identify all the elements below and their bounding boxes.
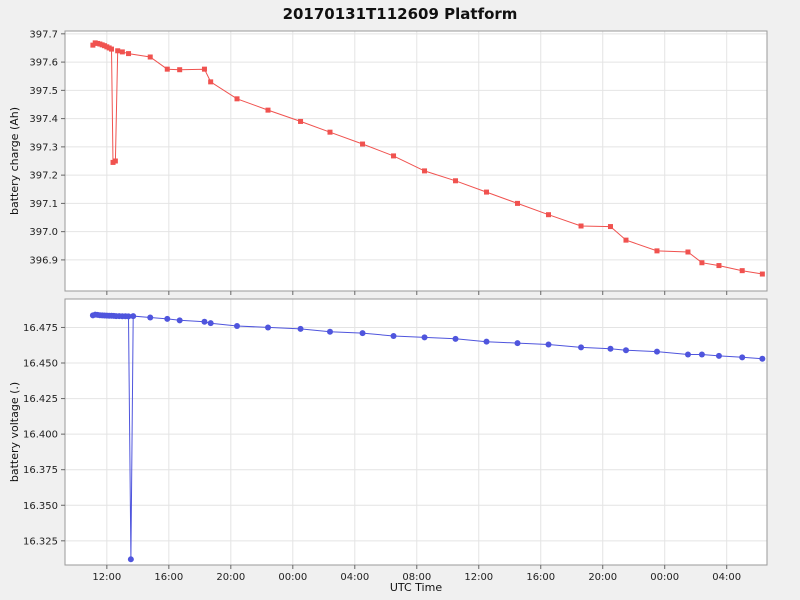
data-point: [654, 248, 660, 254]
data-point: [484, 189, 490, 195]
y-tick-label: 16.475: [23, 323, 58, 334]
data-point: [119, 49, 125, 55]
data-point: [653, 348, 660, 355]
y-tick-label: 397.7: [29, 29, 58, 40]
x-tick-label: 08:00: [402, 572, 431, 583]
plot-border: [64, 30, 768, 292]
data-point: [360, 141, 366, 147]
y-tick-label: 397.5: [29, 86, 58, 97]
data-point: [715, 352, 722, 359]
x-tick-label: 12:00: [464, 572, 493, 583]
data-point: [125, 313, 132, 320]
data-point: [359, 330, 366, 337]
data-point: [699, 260, 705, 266]
data-point: [234, 96, 240, 102]
data-point: [391, 153, 397, 159]
data-point: [515, 200, 521, 206]
y-tick-label: 397.0: [29, 227, 58, 238]
y-tick-label: 396.9: [29, 255, 58, 266]
data-point: [130, 313, 137, 320]
data-point: [759, 271, 765, 277]
y-axis-label-battery-voltage: battery voltage (.): [8, 382, 21, 482]
data-point: [112, 158, 118, 164]
data-point: [739, 268, 745, 274]
data-point: [622, 347, 629, 354]
x-tick-label: 00:00: [278, 572, 307, 583]
plot-area: [65, 299, 767, 565]
data-point: [265, 107, 271, 113]
chart-canvas: 396.9 397.0 397.1 397.2 397.3 397.4 397.5 397.6…: [8, 29, 768, 594]
data-point: [208, 79, 214, 85]
data-point: [578, 223, 584, 229]
data-point: [545, 341, 552, 348]
data-point: [452, 335, 459, 342]
data-point: [421, 334, 428, 341]
data-point: [164, 66, 170, 72]
x-tick-label: 16:00: [526, 572, 555, 583]
data-point: [207, 320, 214, 327]
data-point: [108, 46, 114, 52]
data-point: [453, 178, 459, 184]
data-point: [177, 67, 183, 73]
chart-title: 20170131T112609 Platform: [282, 5, 518, 23]
data-point: [684, 351, 691, 358]
data-point: [483, 338, 490, 345]
y-axis-label-battery-charge: battery charge (Ah): [8, 107, 21, 215]
x-tick-label: 00:00: [650, 572, 679, 583]
data-point: [201, 66, 207, 72]
data-point: [739, 354, 746, 361]
y-tick-label: 16.375: [23, 465, 58, 476]
data-point: [115, 48, 121, 54]
data-point: [545, 212, 551, 218]
battery-voltage-panel: 16.325 16.350 16.375 16.400 16.425 16.450 16.4…: [23, 298, 768, 583]
battery-charge-panel: 396.9 397.0 397.1 397.2 397.3 397.4 397.5 397.6…: [29, 29, 768, 295]
data-point: [422, 168, 428, 174]
data-point: [716, 263, 722, 269]
y-tick-label: 16.450: [23, 359, 58, 370]
x-tick-label: 16:00: [154, 572, 183, 583]
data-point: [698, 351, 705, 358]
y-tick-label: 397.4: [29, 114, 58, 125]
data-point: [176, 317, 183, 324]
data-point: [390, 332, 397, 339]
data-point: [164, 315, 171, 322]
data-point: [234, 323, 241, 330]
x-tick-label: 12:00: [92, 572, 121, 583]
y-tick-label: 16.350: [23, 501, 58, 512]
data-point: [147, 54, 153, 60]
y-tick-label: 16.400: [23, 430, 58, 441]
y-tick-label: 397.3: [29, 142, 58, 153]
x-tick-label: 20:00: [588, 572, 617, 583]
data-point: [514, 340, 521, 347]
data-point: [147, 314, 154, 321]
data-point: [759, 355, 766, 362]
y-tick-label: 397.2: [29, 171, 58, 182]
data-point: [127, 556, 134, 563]
plot-border: [64, 298, 768, 566]
data-point: [578, 344, 585, 351]
data-point: [326, 328, 333, 335]
data-point: [298, 118, 304, 124]
x-tick-label: 04:00: [340, 572, 369, 583]
data-point: [685, 249, 691, 255]
data-point: [607, 224, 613, 230]
data-point: [297, 325, 304, 332]
data-point: [201, 318, 208, 325]
x-tick-label: 04:00: [712, 572, 741, 583]
data-point: [607, 345, 614, 352]
data-point: [126, 51, 132, 57]
plot-area: [65, 31, 767, 291]
x-axis-label: UTC Time: [390, 581, 442, 594]
data-point: [327, 129, 333, 135]
y-tick-label: 397.6: [29, 58, 58, 69]
y-tick-label: 16.425: [23, 394, 58, 405]
data-point: [623, 237, 629, 243]
y-tick-label: 16.325: [23, 536, 58, 547]
x-tick-label: 20:00: [216, 572, 245, 583]
y-tick-label: 397.1: [29, 199, 58, 210]
data-point: [265, 324, 272, 331]
